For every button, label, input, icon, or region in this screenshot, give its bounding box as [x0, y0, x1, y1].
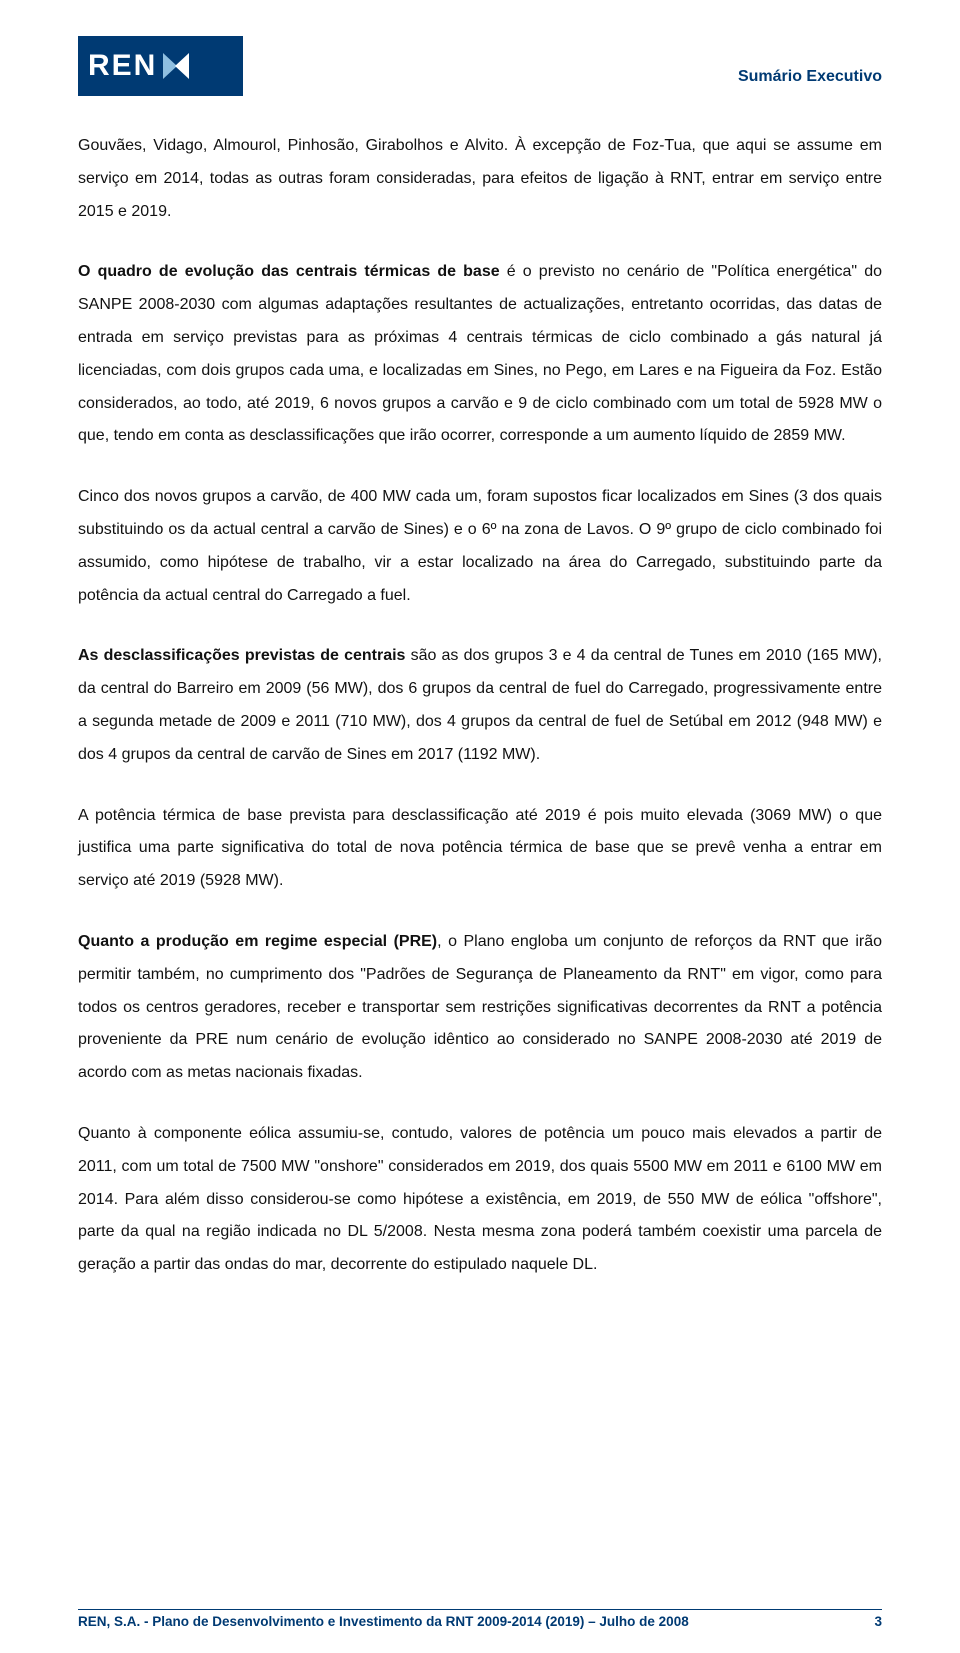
footer-text: REN, S.A. - Plano de Desenvolvimento e I…	[78, 1614, 689, 1629]
paragraph-7: Quanto à componente eólica assumiu-se, c…	[78, 1118, 882, 1282]
paragraph-4: As desclassificações previstas de centra…	[78, 640, 882, 771]
triangle-right-icon	[175, 53, 189, 79]
paragraph-6-lead: Quanto a produção em regime especial (PR…	[78, 933, 437, 950]
section-label: Sumário Executivo	[738, 36, 882, 86]
paragraph-6-rest: , o Plano engloba um conjunto de reforço…	[78, 933, 882, 1081]
page-number: 3	[874, 1614, 882, 1629]
body-text: Gouvães, Vidago, Almourol, Pinhosão, Gir…	[78, 130, 882, 1282]
page-header: REN Sumário Executivo	[78, 36, 882, 96]
paragraph-5: A potência térmica de base prevista para…	[78, 800, 882, 898]
paragraph-4-lead: As desclassificações previstas de centra…	[78, 647, 405, 664]
page-footer: REN, S.A. - Plano de Desenvolvimento e I…	[78, 1609, 882, 1629]
paragraph-2-rest: é o previsto no cenário de "Política ene…	[78, 263, 882, 444]
logo-mark-icon	[163, 53, 189, 79]
paragraph-2-lead: O quadro de evolução das centrais térmic…	[78, 263, 500, 280]
ren-logo: REN	[78, 36, 243, 96]
paragraph-4-rest: são as dos grupos 3 e 4 da central de Tu…	[78, 647, 882, 762]
logo-text: REN	[88, 51, 157, 81]
paragraph-1: Gouvães, Vidago, Almourol, Pinhosão, Gir…	[78, 130, 882, 228]
paragraph-6: Quanto a produção em regime especial (PR…	[78, 926, 882, 1090]
document-page: REN Sumário Executivo Gouvães, Vidago, A…	[0, 0, 960, 1653]
paragraph-2: O quadro de evolução das centrais térmic…	[78, 256, 882, 453]
paragraph-3: Cinco dos novos grupos a carvão, de 400 …	[78, 481, 882, 612]
